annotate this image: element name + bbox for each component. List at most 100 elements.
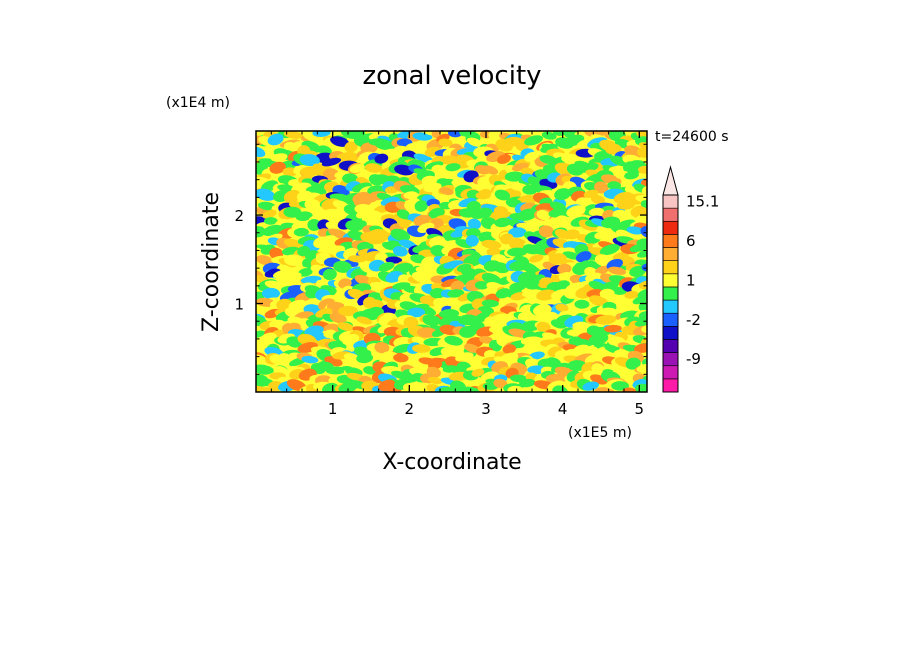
- field-blob: [528, 351, 545, 360]
- field-blob: [496, 154, 511, 164]
- field-blob: [295, 211, 313, 222]
- field-blob: [322, 268, 337, 281]
- field-blob: [588, 207, 605, 217]
- field-blob: [493, 262, 510, 274]
- colorbar-swatch: [662, 312, 679, 327]
- field-blob: [412, 132, 433, 141]
- field-blob: [337, 322, 354, 331]
- field-blob: [339, 151, 359, 164]
- field-blob: [626, 226, 644, 235]
- field-blob: [322, 168, 340, 181]
- field-blob: [431, 164, 448, 177]
- field-blob: [304, 198, 321, 211]
- field-blob: [430, 245, 447, 257]
- field-blob: [481, 299, 499, 308]
- field-blob: [629, 265, 647, 277]
- field-blob: [450, 280, 465, 292]
- field-blob: [590, 194, 605, 205]
- field-blob: [574, 299, 590, 309]
- field-blob: [347, 255, 367, 263]
- field-blob: [474, 280, 489, 290]
- field-blob: [393, 353, 409, 363]
- field-blob: [624, 171, 639, 180]
- field-blob: [589, 295, 609, 307]
- field-blob: [640, 226, 647, 238]
- y-axis-label: Z-coordinate: [199, 192, 224, 332]
- x-unit-label: (x1E5 m): [568, 425, 632, 441]
- field-blob: [276, 298, 293, 311]
- field-blob: [342, 333, 360, 346]
- field-blob: [312, 131, 331, 138]
- field-blob: [494, 189, 511, 201]
- field-blob: [416, 327, 438, 338]
- field-blob: [586, 289, 604, 298]
- field-blob: [641, 185, 647, 196]
- field-blob: [555, 280, 570, 290]
- field-blob: [288, 299, 306, 309]
- field-blob: [267, 133, 284, 146]
- colorbar-swatch: [662, 365, 679, 380]
- field-blob: [257, 365, 275, 374]
- field-blob: [445, 163, 461, 172]
- field-blob: [611, 381, 629, 391]
- colorbar-swatch: [662, 273, 679, 288]
- field-blob: [536, 289, 557, 301]
- field-blob: [279, 353, 294, 362]
- colorbar-swatch: [662, 220, 679, 235]
- field-blob: [444, 335, 463, 346]
- field-blob: [269, 161, 286, 174]
- field-blob: [466, 137, 483, 147]
- field-blob: [300, 166, 321, 177]
- field-blob: [594, 181, 609, 194]
- field-blob: [517, 208, 538, 221]
- field-blob: [300, 275, 322, 284]
- time-label: t=24600 s: [655, 129, 729, 145]
- field-blob: [524, 151, 539, 162]
- field-blob: [285, 189, 300, 201]
- field-blob: [558, 272, 573, 282]
- field-blob: [317, 145, 332, 156]
- chart-title: zonal velocity: [362, 61, 541, 91]
- field-blob: [491, 210, 512, 220]
- field-blob: [378, 261, 395, 272]
- field-blob: [538, 225, 554, 238]
- field-blob: [520, 336, 542, 346]
- field-blob: [393, 262, 414, 274]
- field-blob: [263, 217, 278, 225]
- field-blob: [641, 263, 647, 272]
- colorbar-swatch: [662, 352, 679, 367]
- field-blob: [345, 131, 366, 139]
- y-tick-label: 2: [234, 207, 244, 225]
- field-blob: [438, 138, 453, 147]
- field-blob: [407, 307, 425, 318]
- field-blob: [536, 321, 551, 333]
- field-blob: [527, 176, 543, 187]
- x-tick-label: 4: [558, 400, 568, 418]
- field-blob: [366, 233, 387, 245]
- field-blob: [259, 332, 277, 345]
- colorbar-label: 6: [686, 232, 696, 250]
- field-blob: [364, 163, 383, 173]
- field-blob: [342, 173, 358, 184]
- field-blob: [563, 287, 579, 299]
- colorbar-swatch: [662, 286, 679, 301]
- field-blob: [369, 281, 389, 291]
- field-blob: [604, 324, 622, 333]
- x-tick-label: 2: [405, 400, 415, 418]
- field-blob: [541, 131, 557, 140]
- field-blob: [283, 131, 304, 139]
- colorbar-swatch: [662, 207, 679, 222]
- field-blob: [529, 244, 550, 256]
- field-blob: [429, 288, 446, 299]
- field-blob: [467, 218, 482, 230]
- field-blob: [507, 247, 528, 257]
- colorbar-swatch: [662, 234, 679, 248]
- field-blob: [636, 131, 647, 137]
- colorbar-frame: [662, 194, 679, 393]
- field-blob: [557, 263, 572, 274]
- field-blob: [356, 353, 374, 364]
- field-blob: [374, 342, 390, 354]
- field-blob: [385, 256, 403, 264]
- field-blob: [500, 352, 519, 363]
